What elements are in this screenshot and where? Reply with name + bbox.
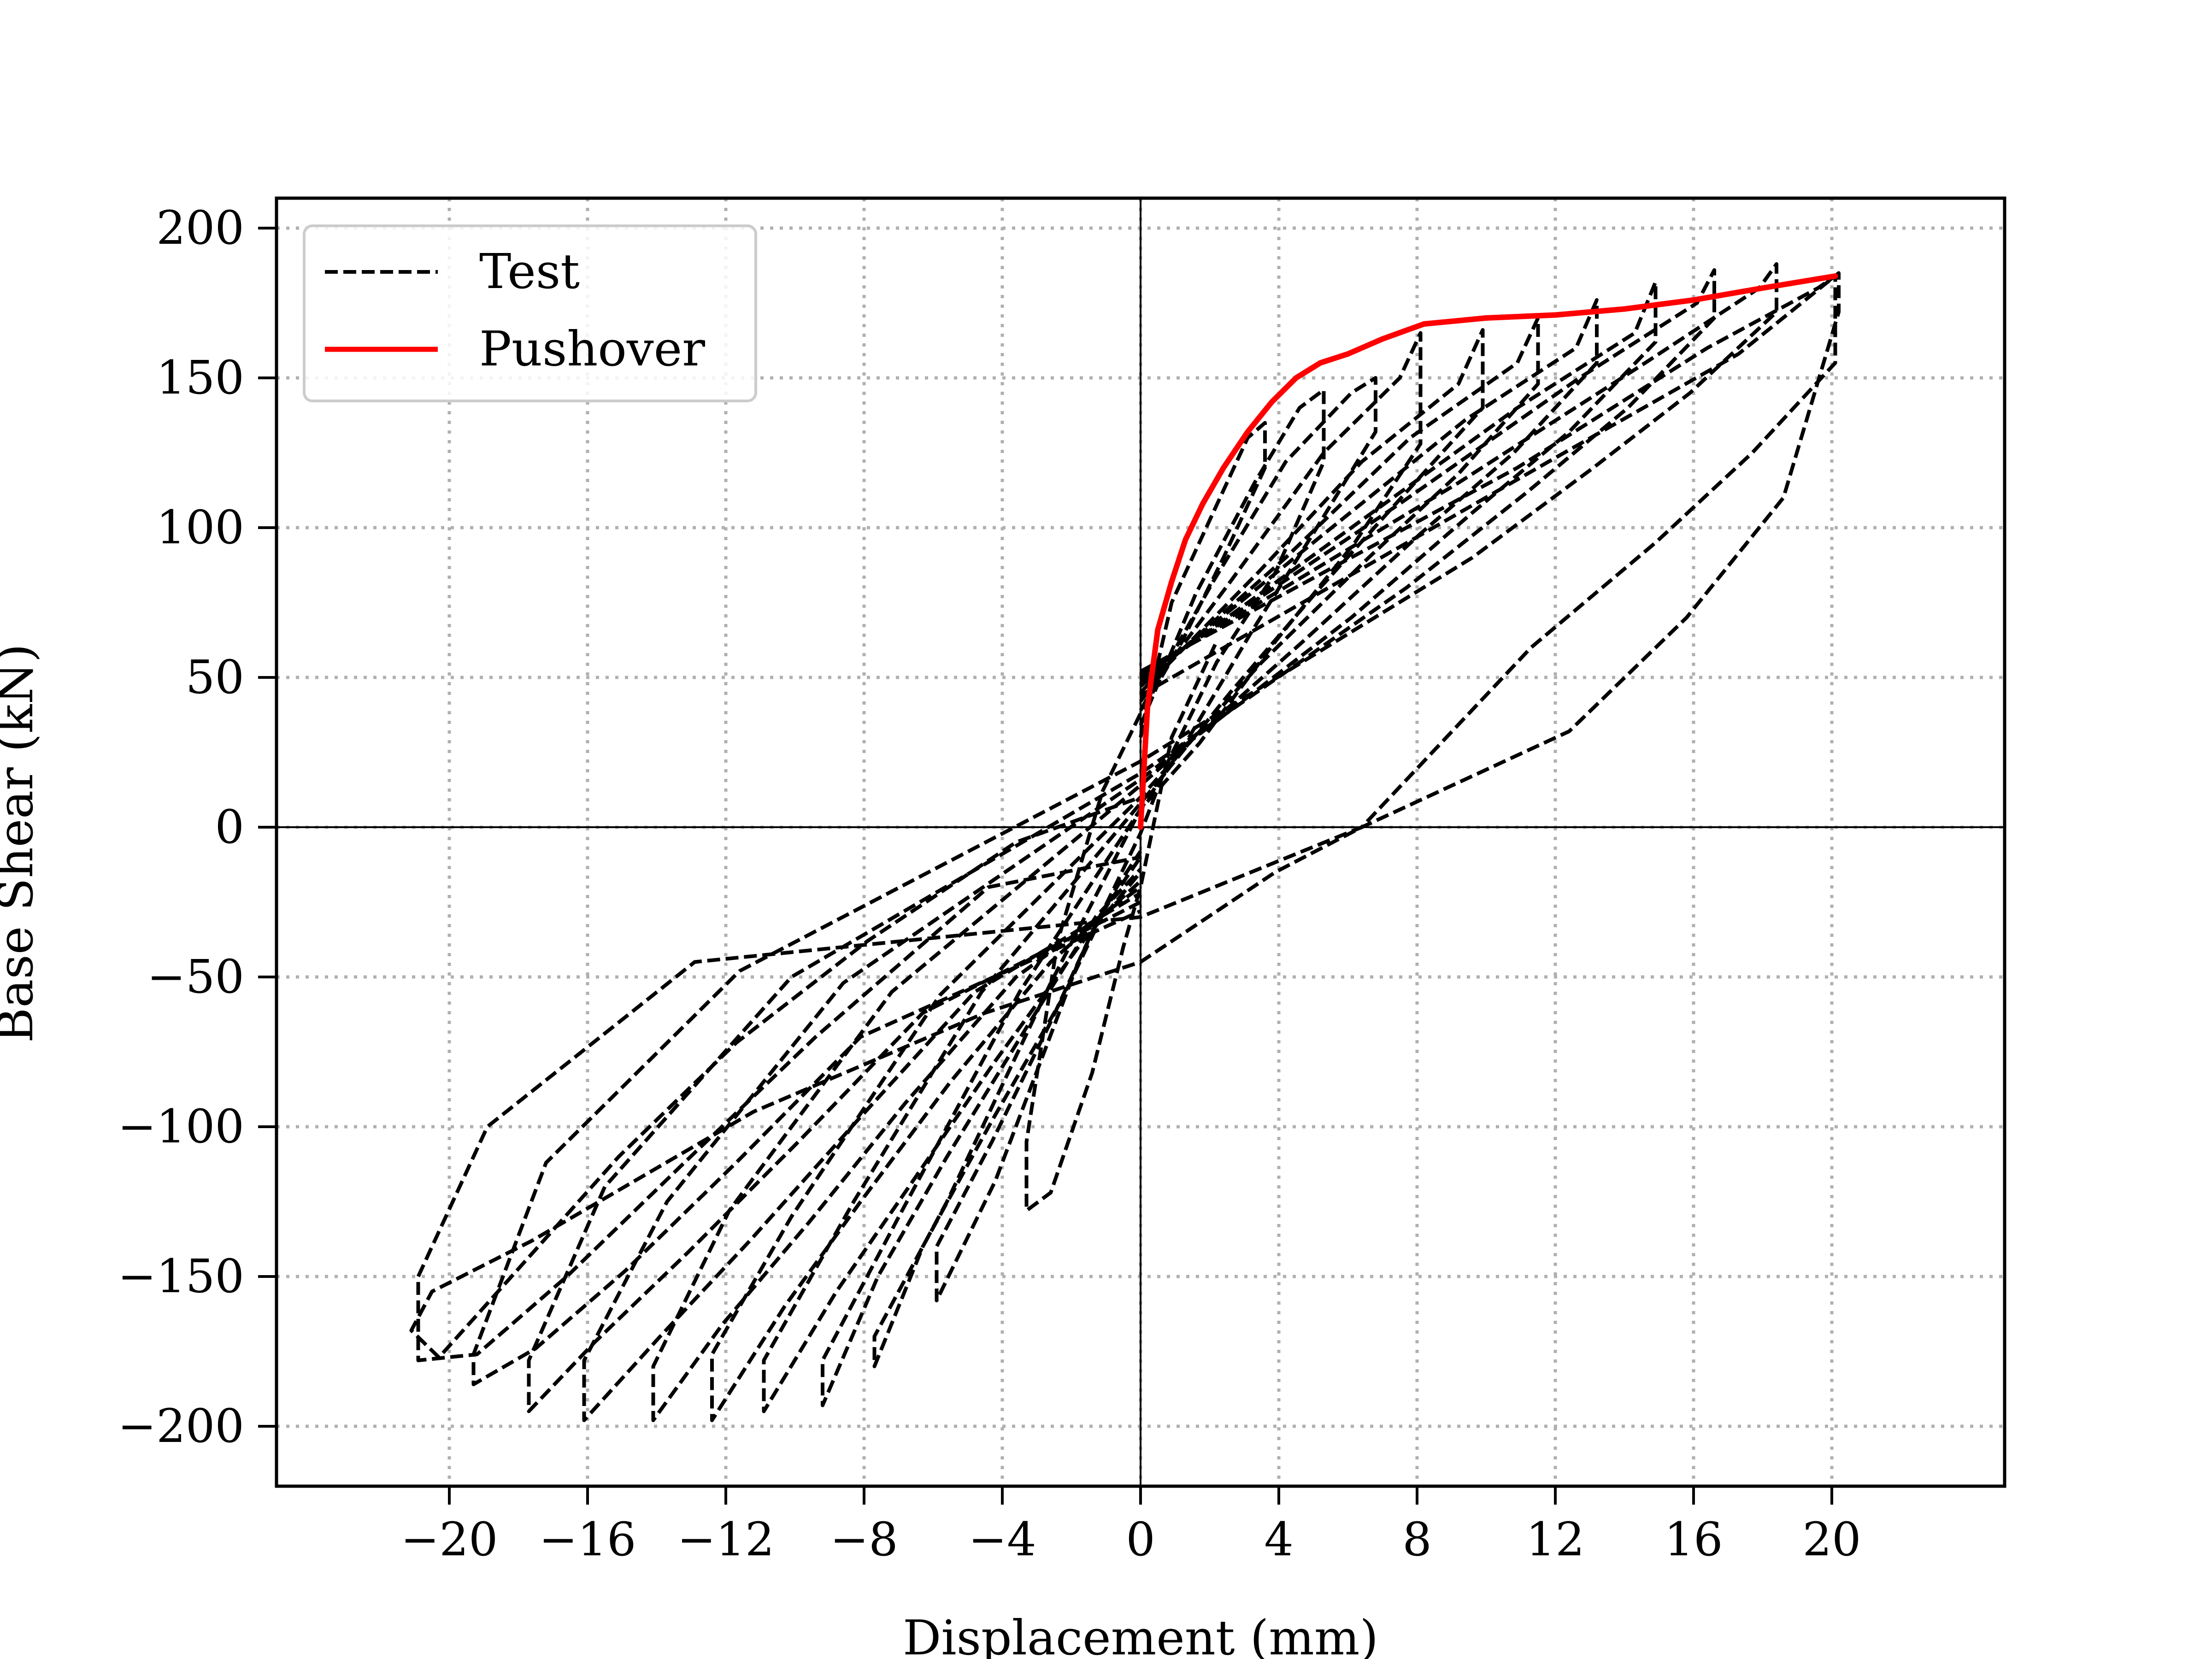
y-tick-label: 100 [156,500,244,554]
y-tick-label: 50 [186,650,244,704]
x-tick-label: 4 [1264,1512,1294,1566]
x-tick-label: 20 [1802,1512,1861,1566]
y-tick-label: −100 [118,1100,244,1153]
test-cycle-line [527,268,1716,1413]
x-axis-label: Displacement (mm) [903,1610,1378,1659]
test-cycle-line [762,328,1485,1413]
y-tick-label: −150 [118,1249,244,1303]
x-tick-label: −4 [968,1512,1036,1566]
y-tick-label: 200 [156,201,244,255]
test-cycle-line [1024,421,1267,1212]
x-tick-label: −12 [677,1512,774,1566]
legend-label-pushover: Pushover [479,321,705,377]
legend: Test Pushover [303,224,757,402]
legend-box [303,224,757,402]
x-tick-label: 8 [1402,1512,1432,1566]
y-tick-label: 0 [215,800,244,854]
y-tick-label: −200 [118,1399,244,1453]
y-tick-label: 150 [156,351,244,405]
x-tick-label: 12 [1526,1512,1584,1566]
test-cycle-line [409,271,1841,1359]
x-tick-label: 16 [1664,1512,1723,1566]
test-cycle-line [935,388,1326,1302]
pushover-line [1138,273,1838,830]
y-tick-label: −50 [147,950,244,1004]
x-tick-label: −20 [400,1512,498,1566]
x-tick-label: 0 [1126,1512,1155,1566]
test-cycle-line [651,298,1599,1422]
x-axis-ticks: −20 −16 −12 −8 −4 0 4 8 12 16 20 [400,1486,1861,1566]
x-tick-label: −8 [830,1512,898,1566]
legend-label-test: Test [479,243,580,300]
x-tick-label: −16 [539,1512,636,1566]
y-axis-label: Base Shear (kN) [0,644,44,1043]
series-layer [409,262,1841,1422]
y-axis-ticks: 200 150 100 50 0 −50 −100 −150 −200 [118,201,276,1453]
